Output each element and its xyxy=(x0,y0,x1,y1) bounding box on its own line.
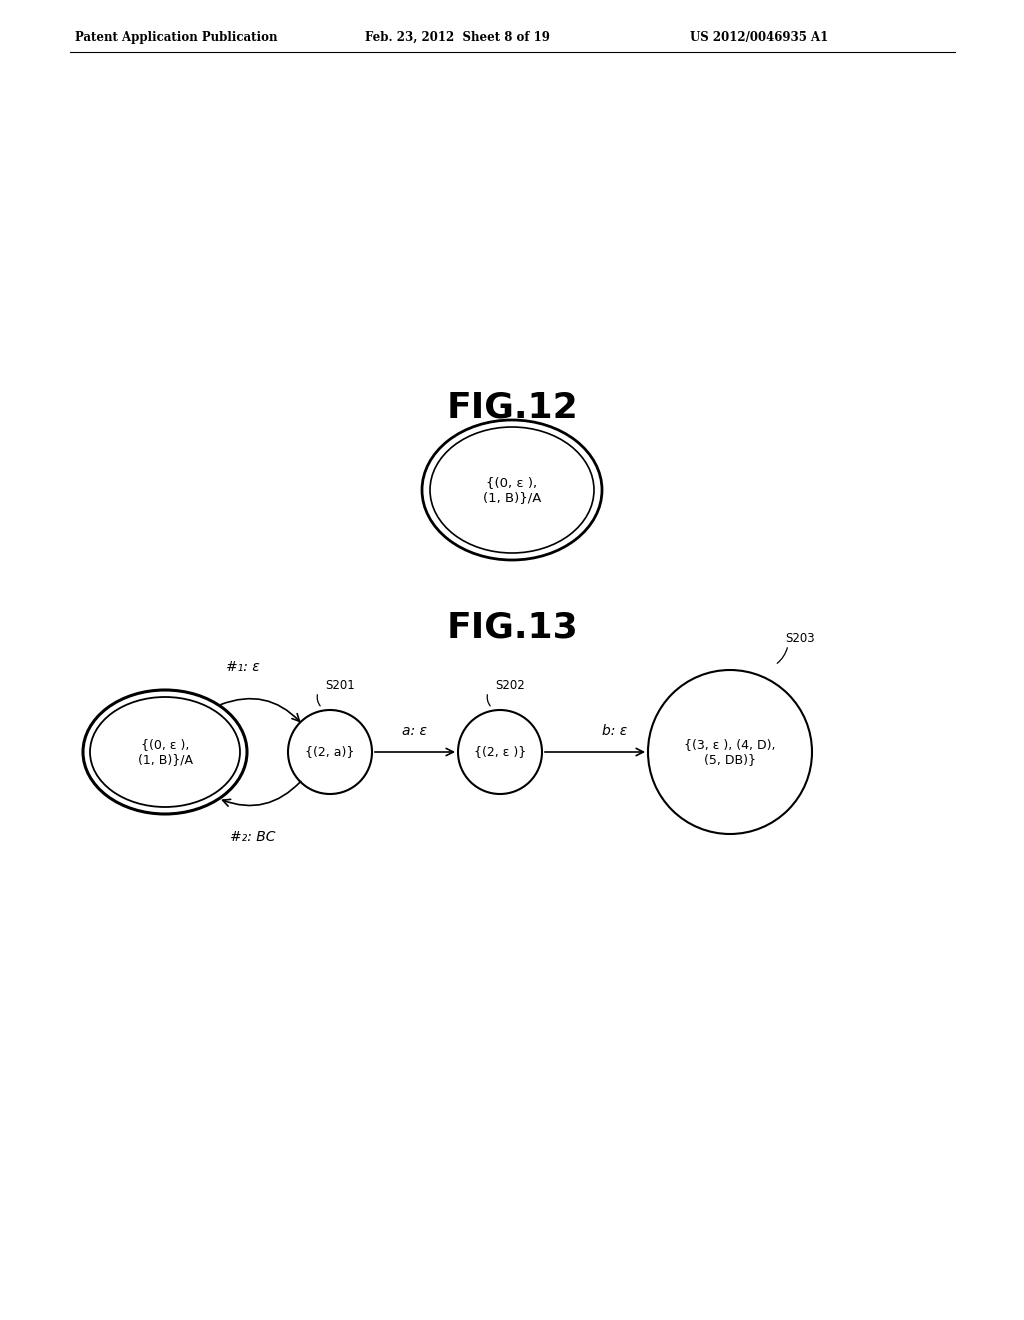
Circle shape xyxy=(648,671,812,834)
Ellipse shape xyxy=(83,690,247,814)
FancyArrowPatch shape xyxy=(222,781,301,807)
FancyArrowPatch shape xyxy=(375,748,454,755)
Text: a: ε: a: ε xyxy=(402,723,427,738)
Text: {(2, a)}: {(2, a)} xyxy=(305,746,354,759)
Text: b: ε: b: ε xyxy=(602,723,628,738)
Circle shape xyxy=(458,710,542,795)
Text: {(3, ε ), (4, D),
(5, DB)}: {(3, ε ), (4, D), (5, DB)} xyxy=(684,738,776,766)
Text: US 2012/0046935 A1: US 2012/0046935 A1 xyxy=(690,30,828,44)
Circle shape xyxy=(288,710,372,795)
Text: Patent Application Publication: Patent Application Publication xyxy=(75,30,278,44)
Text: S202: S202 xyxy=(495,678,524,692)
FancyArrowPatch shape xyxy=(545,748,643,755)
Text: #₁: ε: #₁: ε xyxy=(225,660,259,675)
Text: {(0, ε ),
(1, B)}/A: {(0, ε ), (1, B)}/A xyxy=(137,738,193,766)
Text: FIG.12: FIG.12 xyxy=(446,391,578,425)
Text: S203: S203 xyxy=(785,632,815,645)
Text: S201: S201 xyxy=(325,678,354,692)
Text: Feb. 23, 2012  Sheet 8 of 19: Feb. 23, 2012 Sheet 8 of 19 xyxy=(365,30,550,44)
Text: FIG.13: FIG.13 xyxy=(446,611,578,645)
Text: #₂: BC: #₂: BC xyxy=(229,830,275,843)
FancyArrowPatch shape xyxy=(221,698,300,721)
Text: {(0, ε ),
(1, B)}/A: {(0, ε ), (1, B)}/A xyxy=(482,477,542,504)
Text: {(2, ε )}: {(2, ε )} xyxy=(474,746,526,759)
